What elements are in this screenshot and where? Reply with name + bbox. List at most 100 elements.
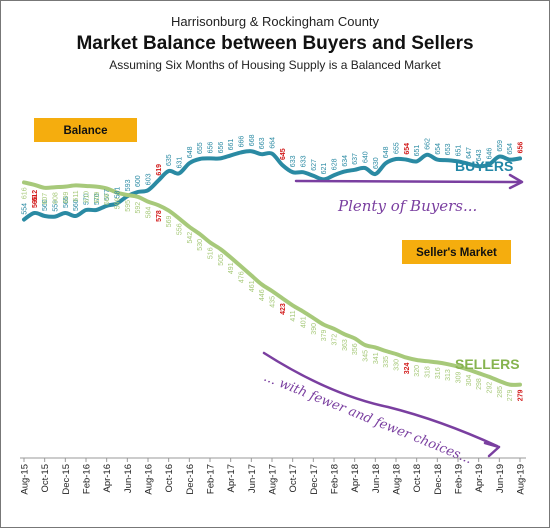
- sellers-data-label: 318: [425, 366, 432, 378]
- sellers-data-label: 584: [146, 207, 153, 219]
- sellers-data-label: 608: [53, 192, 60, 204]
- buyers-data-label: 633: [290, 155, 297, 167]
- x-tick-label: Feb-18: [330, 464, 341, 494]
- buyers-data-label: 653: [445, 143, 452, 155]
- sellers-data-label: 505: [218, 254, 225, 266]
- sellers-data-label: 363: [342, 339, 349, 351]
- buyers-data-label: 656: [208, 142, 215, 154]
- x-tick-label: Oct-15: [40, 464, 51, 493]
- buyers-data-label: 655: [197, 142, 204, 154]
- buyers-data-label: 621: [321, 163, 328, 175]
- x-tick-label: Oct-16: [164, 464, 175, 493]
- x-tick-label: Aug-17: [268, 464, 279, 495]
- buyers-data-label: 630: [373, 157, 380, 169]
- sellers-data-label: 341: [373, 352, 380, 364]
- buyers-data-label: 635: [166, 154, 173, 166]
- x-tick-label: Aug-15: [20, 464, 31, 495]
- sellers-market-box: [402, 240, 511, 264]
- buyers-data-label: 565: [32, 196, 39, 208]
- sellers-market-label: Seller's Market: [416, 247, 497, 259]
- sellers-data-label: 390: [311, 323, 318, 335]
- sellers-data-label: 446: [259, 289, 266, 301]
- buyers-data-label: 651: [414, 145, 421, 157]
- sellers-data-label: 476: [239, 271, 246, 283]
- balance-box: [34, 118, 137, 142]
- sellers-data-label: 316: [435, 367, 442, 379]
- x-tick-label: Dec-16: [185, 464, 196, 495]
- sellers-data-label: 313: [445, 369, 452, 381]
- buyers-data-label: 668: [249, 134, 256, 146]
- buyers-data-label: 655: [394, 142, 401, 154]
- sellers-data-label: 607: [42, 193, 49, 205]
- buyers-data-label: 570: [84, 193, 91, 205]
- x-tick-label: Jun-16: [123, 464, 134, 493]
- sellers-data-label: 609: [63, 192, 70, 204]
- buyers-data-label: 565: [63, 196, 70, 208]
- x-tick-label: Aug-19: [516, 464, 527, 495]
- sellers-data-label: 435: [270, 296, 277, 308]
- x-tick-label: Dec-18: [433, 464, 444, 495]
- sellers-data-label: 569: [166, 216, 173, 228]
- buyers-data-label: 631: [177, 157, 184, 169]
- x-tick-label: Aug-16: [144, 464, 155, 495]
- chart-supertitle: Harrisonburg & Rockingham County: [170, 14, 380, 29]
- sellers-data-label: 609: [94, 192, 101, 204]
- sellers-data-label: 516: [208, 247, 215, 259]
- sellers-data-label: 324: [404, 363, 411, 375]
- sellers-data-label: 298: [476, 378, 483, 390]
- x-tick-label: Feb-17: [206, 464, 217, 494]
- sellers-data-label: 379: [321, 330, 328, 342]
- sellers-data-label: 542: [187, 232, 194, 244]
- x-tick-label: Feb-19: [454, 464, 465, 494]
- buyers-data-label: 654: [507, 143, 514, 155]
- sellers-data-label: 401: [301, 316, 308, 328]
- sellers-data-label: 612: [32, 190, 39, 202]
- buyers-data-label: 654: [435, 143, 442, 155]
- buyers-data-label: 634: [342, 155, 349, 167]
- sellers-arrow: [262, 351, 499, 448]
- buyers-data-label: 651: [456, 145, 463, 157]
- buyers-data-label: 663: [259, 137, 266, 149]
- chart-title: Market Balance between Buyers and Seller…: [76, 33, 474, 54]
- sellers-data-label: 356: [352, 343, 359, 355]
- buyers-data-label: 646: [487, 148, 494, 160]
- buyers-data-label: 659: [497, 140, 504, 152]
- buyers-data-label: 593: [125, 179, 132, 191]
- buyers-data-label: 633: [301, 155, 308, 167]
- sellers-data-label: 345: [363, 350, 370, 362]
- x-tick-label: Apr-19: [474, 464, 485, 493]
- buyers-data-label: 656: [218, 142, 225, 154]
- x-tick-label: Jun-17: [247, 464, 258, 493]
- sellers-data-label: 606: [104, 193, 111, 205]
- x-tick-label: Aug-18: [392, 464, 403, 495]
- sellers-data-label: 491: [228, 262, 235, 274]
- sellers-data-label: 304: [466, 375, 473, 387]
- buyers-data-label: 645: [280, 148, 287, 160]
- x-tick-label: Dec-17: [309, 464, 320, 495]
- x-tick-label: Jun-18: [371, 464, 382, 493]
- sellers-data-label: 592: [135, 202, 142, 214]
- sellers-data-label: 616: [22, 187, 29, 199]
- x-tick-label: Oct-17: [288, 464, 299, 493]
- buyers-data-label: 554: [22, 203, 29, 215]
- buyers-line: [22, 149, 522, 222]
- sellers-data-label: 309: [456, 372, 463, 384]
- buyers-data-label: 560: [42, 199, 49, 211]
- sellers-data-label: 578: [156, 210, 163, 222]
- sellers-data-label: 330: [394, 359, 401, 371]
- buyers-data-label: 640: [363, 151, 370, 163]
- sellers-data-label: 292: [487, 382, 494, 394]
- buyers-data-label: 656: [518, 142, 525, 154]
- plenty-of-buyers-note: Plenty of Buyers...: [337, 197, 477, 215]
- sellers-data-label: 279: [507, 390, 514, 402]
- x-tick-label: Jun-19: [495, 464, 506, 493]
- x-tick-label: Apr-18: [350, 464, 361, 493]
- buyers-data-label: 648: [383, 146, 390, 158]
- buyers-data-label: 637: [352, 153, 359, 165]
- buyers-data-label: 619: [156, 164, 163, 176]
- sellers-data-label: 595: [125, 200, 132, 212]
- sellers-data-label: 411: [290, 310, 297, 321]
- x-tick-label: Apr-17: [226, 464, 237, 493]
- sellers-data-label: 461: [249, 280, 256, 292]
